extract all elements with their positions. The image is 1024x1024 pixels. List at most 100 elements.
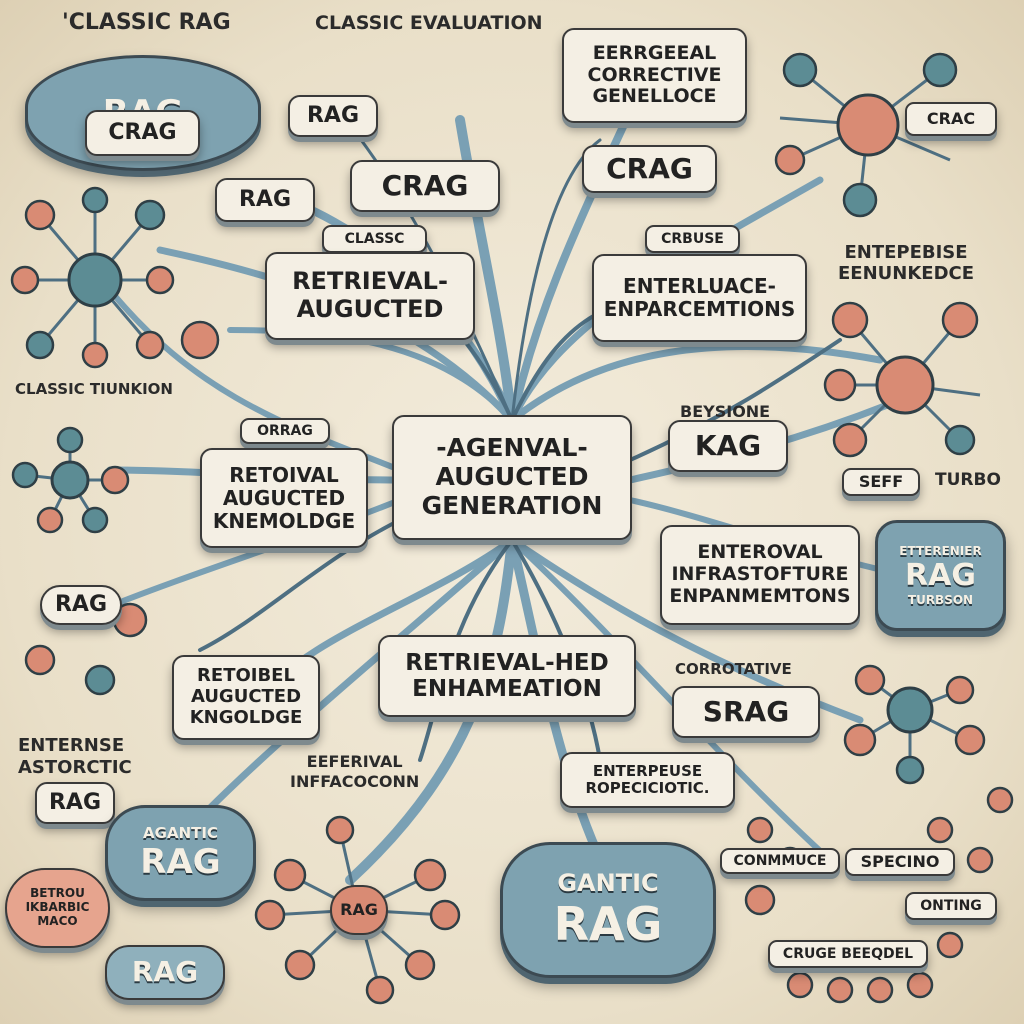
- turbo-label: TURBO: [935, 470, 1001, 490]
- rag-left-mid-label: RAG: [54, 592, 108, 618]
- node-dot: [823, 368, 857, 402]
- retrieval-augucted-box[interactable]: RETRIEVAL- AUGUCTED: [265, 252, 475, 340]
- crug-tag[interactable]: CRUGE BEEQDEL: [768, 940, 928, 968]
- node-dot: [854, 664, 886, 696]
- node-dot: [36, 506, 64, 534]
- crag-center-box[interactable]: CRAG: [350, 160, 500, 212]
- enterpeuse-label: ENTERPEUSE ROPECICIOTIC.: [585, 761, 710, 797]
- agentic-cloud-rag-label: RAG: [140, 842, 221, 882]
- node-dot: [786, 971, 814, 999]
- node-dot: [25, 330, 55, 360]
- node-dot: [945, 675, 975, 705]
- node-dot: [56, 426, 84, 454]
- rag-bottom-left-box[interactable]: RAG: [35, 782, 115, 824]
- rag-hub-label: RAG: [340, 899, 378, 919]
- onting-label: ONTING: [920, 897, 982, 914]
- node-dot: [24, 644, 56, 676]
- node-dot: [273, 858, 307, 892]
- central-generation-box[interactable]: -AGENVAL- AUGUCTED GENERATION: [392, 415, 632, 540]
- orrag-label: ORRAG: [257, 422, 313, 439]
- enterluace-label: ENTERLUACE- ENPARCEMTIONS: [603, 274, 796, 321]
- enterluace-box[interactable]: ENTERLUACE- ENPARCEMTIONS: [592, 254, 807, 342]
- enteroval-box[interactable]: ENTEROVAL INFRASTOFTURE ENPANMEMTONS: [660, 525, 860, 625]
- rag-left-box[interactable]: RAG: [215, 178, 315, 222]
- node-dot: [954, 724, 986, 756]
- node-dot: [404, 949, 436, 981]
- agentic-rag-cloud: AGANTIC RAG: [105, 805, 256, 901]
- kag-box[interactable]: KAG: [668, 420, 788, 472]
- crac-tag[interactable]: CRAC: [905, 102, 997, 136]
- rag-top-box[interactable]: RAG: [288, 95, 378, 137]
- retrieval-hed-box[interactable]: RETRIEVAL-HED ENHAMEATION: [378, 635, 636, 717]
- node-dot: [24, 199, 56, 231]
- node-dot: [826, 976, 854, 1004]
- retoibel-label: RETOIBEL AUGUCTED KNGOLDGE: [189, 665, 303, 728]
- classc-tag[interactable]: CLASSC: [322, 225, 427, 253]
- onting-tag[interactable]: ONTING: [905, 892, 997, 920]
- node-dot: [782, 52, 818, 88]
- node-dot: [134, 199, 166, 231]
- gantic-rag-cloud: GANTIC RAG: [500, 842, 716, 978]
- corrective-box[interactable]: EERRGEEAL CORRECTIVE GENELLOCE: [562, 28, 747, 123]
- rag-turbo-label: RAG: [905, 558, 976, 593]
- crbuse-label: CRBUSE: [661, 230, 724, 247]
- agentic-cloud-label: AGANTIC: [143, 824, 218, 842]
- betrou-label: BETROU IKBARBIC MACO: [25, 886, 90, 928]
- enterenier-label: ETTERENIER: [899, 544, 982, 558]
- node-dot: [866, 976, 894, 1004]
- node-dot: [10, 265, 40, 295]
- crbuse-tag[interactable]: CRBUSE: [645, 225, 740, 253]
- crag-right-label: CRAG: [606, 151, 693, 185]
- node-dot: [895, 755, 925, 785]
- specino-tag[interactable]: SPECINO: [845, 848, 955, 876]
- node-dot: [135, 330, 165, 360]
- beysione-label: BEYSIONE: [680, 402, 771, 421]
- rag-left-mid-box[interactable]: RAG: [40, 585, 122, 625]
- node-dot: [831, 301, 869, 339]
- retoibel-box[interactable]: RETOIBEL AUGUCTED KNGOLDGE: [172, 655, 320, 740]
- node-dot: [81, 341, 109, 369]
- orrag-tag[interactable]: ORRAG: [240, 418, 330, 444]
- crug-label: CRUGE BEEQDEL: [782, 945, 914, 962]
- crag-right-box[interactable]: CRAG: [582, 145, 717, 193]
- node-dot: [944, 424, 976, 456]
- enterpeuse-box[interactable]: ENTERPEUSE ROPECICIOTIC.: [560, 752, 735, 808]
- node-dot: [906, 971, 934, 999]
- node-dot: [284, 949, 316, 981]
- betrou-badge[interactable]: BETROU IKBARBIC MACO: [5, 868, 110, 948]
- node-dot: [842, 182, 878, 218]
- node-dot: [100, 465, 130, 495]
- node-dot: [180, 320, 220, 360]
- crac-label: CRAC: [926, 108, 976, 128]
- node-dot: [926, 816, 954, 844]
- specino-label: SPECINO: [860, 851, 940, 871]
- corrective-label: EERRGEEAL CORRECTIVE GENELLOCE: [587, 41, 722, 108]
- rag-hub-node[interactable]: RAG: [330, 885, 388, 935]
- crag-top-box[interactable]: CRAG: [85, 110, 200, 156]
- node-dot: [429, 899, 461, 931]
- node-dot: [81, 186, 109, 214]
- node-dot: [325, 815, 355, 845]
- node-dot: [986, 786, 1014, 814]
- rag-top-label: RAG: [306, 103, 360, 129]
- retoival-label: RETOIVAL AUGUCTED KNEMOLDGE: [212, 462, 356, 533]
- enteroval-label: ENTEROVAL INFRASTOFTURE ENPANMEMTONS: [669, 541, 851, 607]
- node-dot: [966, 846, 994, 874]
- retrieval-augucted-label: RETRIEVAL- AUGUCTED: [292, 267, 448, 323]
- classc-label: CLASSC: [344, 230, 405, 247]
- node-dot: [922, 52, 958, 88]
- retoival-box[interactable]: RETOIVAL AUGUCTED KNEMOLDGE: [200, 448, 368, 548]
- gantic-cloud-label: GANTIC: [557, 869, 659, 897]
- conmmuce-tag[interactable]: CONMMUCE: [720, 848, 840, 874]
- node-dot: [746, 816, 774, 844]
- seff-tag[interactable]: SEFF: [842, 468, 920, 496]
- crag-top-label: CRAG: [108, 120, 177, 146]
- seff-label: SEFF: [858, 471, 904, 491]
- rag-bottom-box[interactable]: RAG: [105, 945, 225, 1000]
- node-dot: [145, 265, 175, 295]
- srag-label: SRAG: [702, 694, 790, 728]
- retrieval-hed-label: RETRIEVAL-HED ENHAMEATION: [405, 649, 609, 702]
- node-dot: [365, 975, 395, 1005]
- srag-box[interactable]: SRAG: [672, 686, 820, 738]
